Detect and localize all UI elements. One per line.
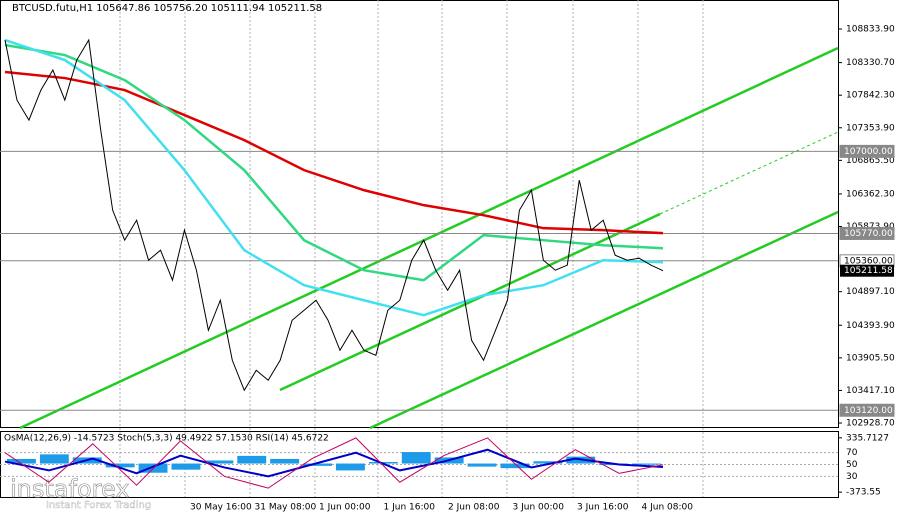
osma-bar <box>336 463 365 471</box>
y-tick-label: 103905.50 <box>846 353 895 363</box>
x-tick-label: 3 Jun 16:00 <box>577 503 629 513</box>
oscillator-header: OsMA(12,26,9) -14.5723 Stoch(5,3,3) 49.4… <box>4 434 329 444</box>
channel <box>19 46 839 430</box>
osma-bar <box>39 454 69 464</box>
osc-tick-label: 335.7127 <box>846 433 889 443</box>
osma-bar <box>237 455 267 464</box>
price-line <box>4 38 664 392</box>
osma-bar <box>467 463 497 467</box>
watermark-brand: instaforex <box>10 475 130 503</box>
osma-bar <box>204 460 234 464</box>
level-box <box>839 226 895 240</box>
y-tick-label: 107353.90 <box>846 123 895 133</box>
moving-average <box>4 38 664 317</box>
level-box <box>839 144 895 158</box>
y-tick-label: 107842.30 <box>846 91 895 101</box>
x-tick-label: 31 May 08:00 <box>255 503 317 513</box>
watermark-tagline: Instant Forex Trading <box>46 500 151 511</box>
osma-bar <box>171 463 201 470</box>
y-tick-label: 103417.10 <box>846 386 895 396</box>
osc-line <box>4 437 664 489</box>
osc-level-label: 30 <box>846 472 858 482</box>
osma-bar <box>7 458 36 464</box>
y-tick-label: 106362.30 <box>846 189 895 199</box>
level-label: 107000.00 <box>844 147 893 157</box>
osma-bar <box>303 463 332 466</box>
moving-average <box>4 70 664 235</box>
y-tick-label: 104393.90 <box>846 321 895 331</box>
y-tick-label: 108833.90 <box>846 25 895 35</box>
osma-bar <box>533 461 563 464</box>
osc-tick-label: -373.55 <box>846 488 881 498</box>
x-tick-label: 1 Jun 16:00 <box>384 503 436 513</box>
osma-bar <box>500 463 530 469</box>
level-label: 105360.00 <box>844 256 893 266</box>
y-tick-label: 106865.50 <box>846 156 895 166</box>
moving-average <box>4 43 664 282</box>
grid <box>119 0 704 497</box>
price-panel <box>0 0 839 428</box>
level-label: 105770.00 <box>844 229 893 239</box>
osc-level-label: 50 <box>846 460 858 470</box>
level-box <box>839 403 895 417</box>
x-tick-label: 3 Jun 00:00 <box>513 503 565 513</box>
last-price-box <box>840 264 894 277</box>
x-tick-label: 1 Jun 00:00 <box>319 503 371 513</box>
last-price-label: 105211.58 <box>844 266 893 276</box>
osma-bar <box>270 458 300 464</box>
y-tick-label: 104897.10 <box>846 287 895 297</box>
level-label: 103120.00 <box>844 406 893 416</box>
x-tick-label: 4 Jun 08:00 <box>642 503 694 513</box>
y-tick-label: 108330.70 <box>846 58 895 68</box>
osma-bar <box>105 463 135 468</box>
x-tick-label: 30 May 16:00 <box>190 503 252 513</box>
chart-title: BTCUSD.futu,H1 105647.86 105756.20 10511… <box>12 3 322 14</box>
osc-line <box>4 448 664 478</box>
osma-bar <box>401 452 431 464</box>
y-tick-label: 102928.70 <box>846 419 895 429</box>
osma-bar <box>632 463 661 465</box>
osc-level-label: 70 <box>846 448 858 458</box>
x-tick-label: 2 Jun 08:00 <box>448 503 500 513</box>
